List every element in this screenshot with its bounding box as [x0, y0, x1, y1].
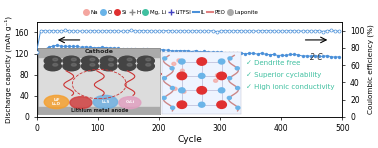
Legend: Na, O, Si, H, Mg, Li, LiTFSI, IL, PEO, Laponite: Na, O, Si, H, Mg, Li, LiTFSI, IL, PEO, L…	[81, 8, 261, 17]
X-axis label: Cycle: Cycle	[177, 135, 202, 144]
Text: ✓ Dendrite free: ✓ Dendrite free	[246, 60, 301, 66]
Y-axis label: Discharge capacity (mAh g⁻¹): Discharge capacity (mAh g⁻¹)	[4, 16, 12, 123]
Text: ✓ High ionic conductivity: ✓ High ionic conductivity	[246, 84, 335, 90]
Y-axis label: Coulombic efficiency (%): Coulombic efficiency (%)	[367, 24, 374, 114]
Text: 2 C: 2 C	[310, 53, 323, 62]
Text: ✓ Superior cyclability: ✓ Superior cyclability	[246, 72, 321, 78]
